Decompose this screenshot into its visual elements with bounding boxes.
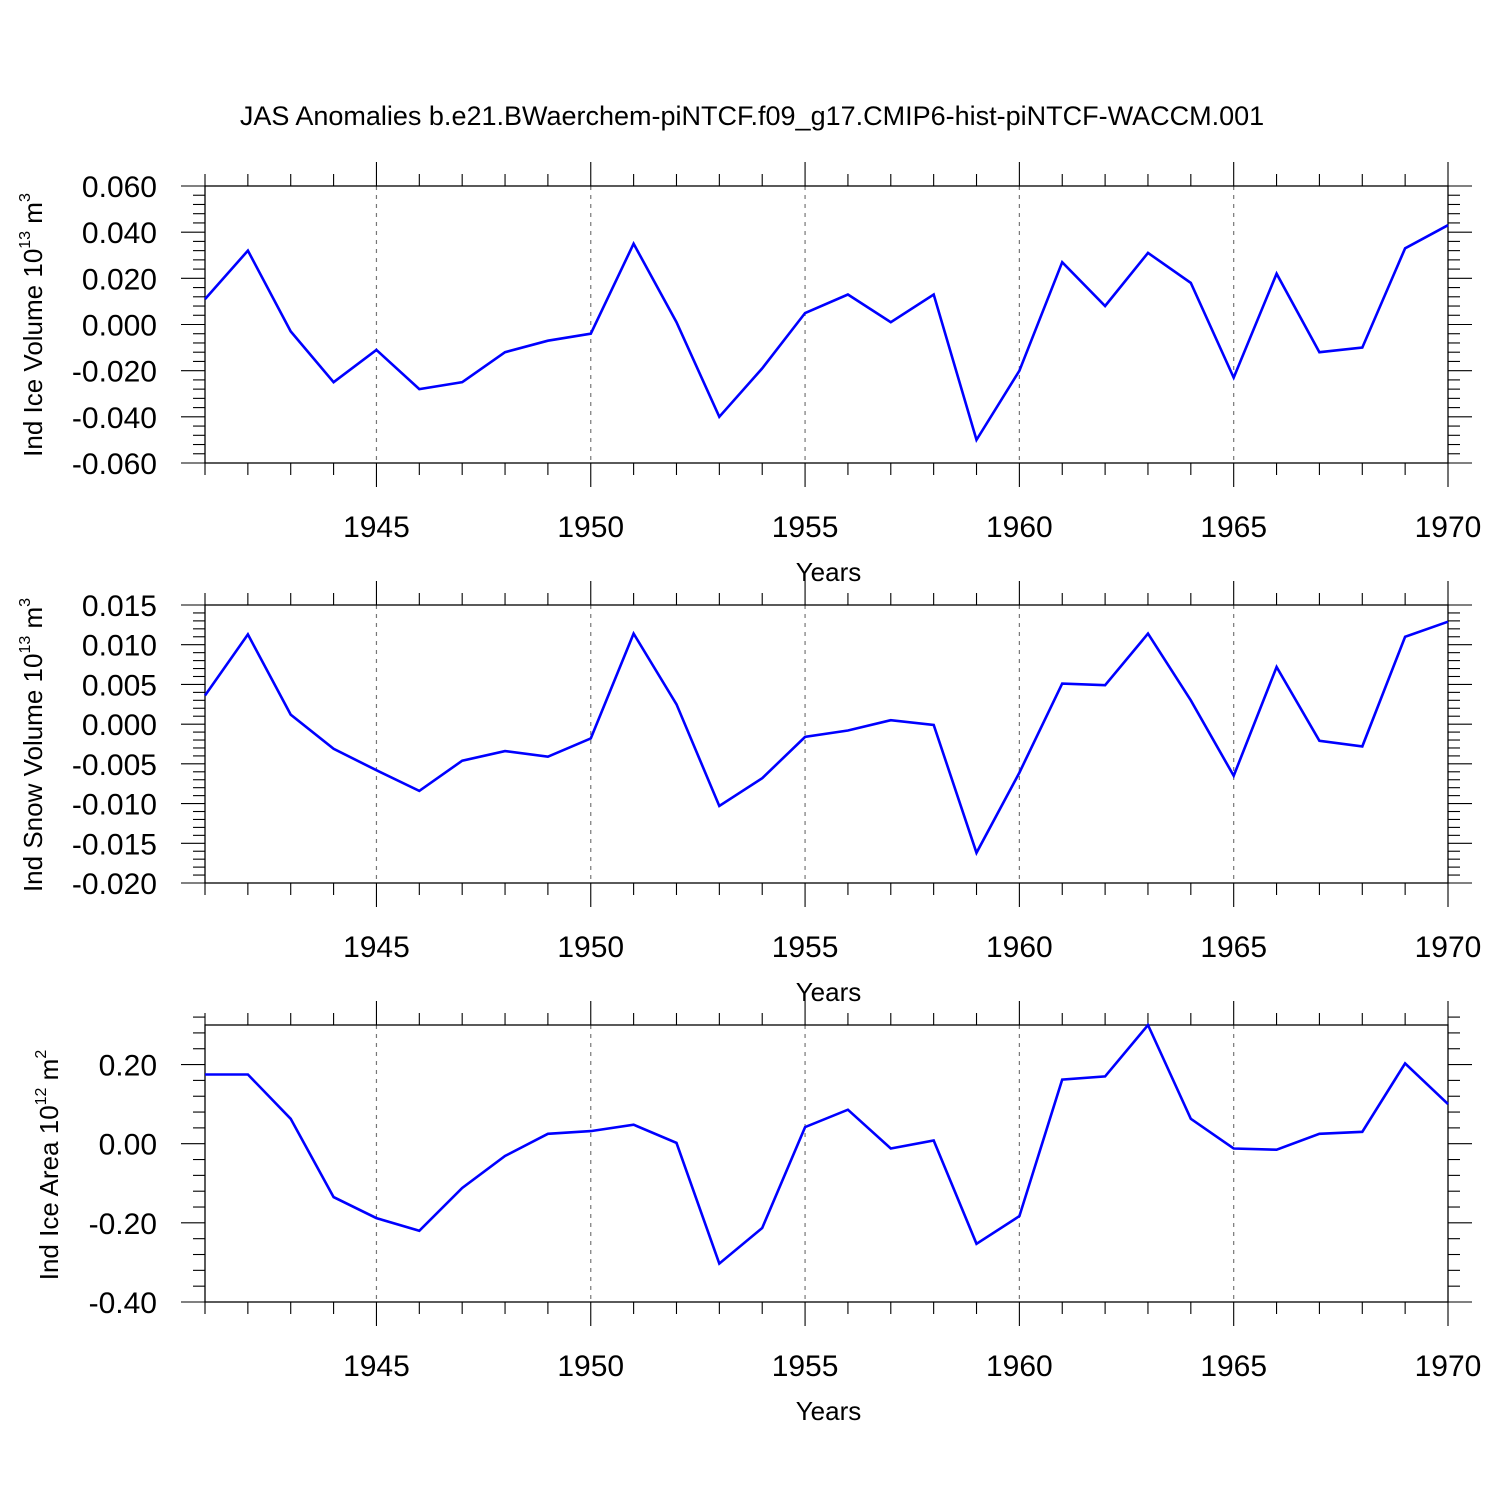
chart-panel-1: 0.060 0.040 0.020 0.000 -0.020 -0.040 -0.060 19… [17, 162, 1481, 587]
x-tick-label: 1965 [1200, 1350, 1267, 1383]
y-tick-label: -0.020 [72, 868, 157, 901]
x-tick-label: 1965 [1200, 931, 1267, 964]
series-line [203, 620, 1449, 857]
y-tick-label: -0.40 [89, 1287, 157, 1320]
plot-frame [204, 604, 1449, 884]
x-tick-label: 1960 [986, 1350, 1053, 1383]
x-tick-label: 1970 [1415, 511, 1482, 544]
plot-frame [204, 185, 1449, 464]
y-tick-label: -0.020 [72, 356, 157, 389]
y-tick-label: -0.040 [72, 402, 157, 435]
y-axis-title: Ind Snow Volume 1013 m3 [17, 598, 48, 892]
x-tick-label: 1945 [343, 511, 410, 544]
series-line [204, 224, 1449, 444]
chart-panel-3: 0.20 0.00 -0.20 -0.40 1945 1950 1955 1960 1965 19… [33, 1001, 1481, 1426]
chart-panel-2: 0.015 0.010 0.005 0.000 -0.005 -0.010 -0.015 -0… [17, 581, 1481, 1007]
y-tick-label: -0.005 [72, 749, 157, 782]
x-tick-label: 1955 [772, 511, 839, 544]
x-tick-label: 1955 [772, 1350, 839, 1383]
x-axis-title: Years [796, 1396, 862, 1426]
x-axis-title: Years [796, 557, 862, 587]
series-line [205, 1022, 1449, 1266]
y-tick-label: 0.000 [82, 310, 157, 343]
plot-frame [204, 1024, 1449, 1303]
x-tick-label: 1950 [557, 1350, 624, 1383]
x-axis-title: Years [796, 977, 862, 1007]
y-tick-label: 0.060 [82, 171, 157, 204]
y-tick-label: 0.020 [82, 263, 157, 296]
y-axis-title: Ind Ice Area 1012 m2 [33, 1050, 64, 1281]
x-tick-label: 1970 [1415, 931, 1482, 964]
x-tick-label: 1945 [343, 1350, 410, 1383]
y-tick-label: -0.015 [72, 828, 157, 861]
x-tick-label: 1945 [343, 931, 410, 964]
y-axis-title: Ind Ice Volume 1013 m3 [17, 193, 48, 457]
y-tick-label: 0.000 [82, 709, 157, 742]
y-tick-label: 0.20 [99, 1050, 157, 1083]
x-tick-label: 1970 [1415, 1350, 1482, 1383]
x-tick-label: 1955 [772, 931, 839, 964]
y-tick-label: 0.005 [82, 669, 157, 702]
y-tick-label: -0.20 [89, 1208, 157, 1241]
y-tick-label: 0.00 [99, 1129, 157, 1162]
y-tick-label: 0.010 [82, 630, 157, 663]
y-tick-label: 0.040 [82, 217, 157, 250]
x-tick-label: 1960 [986, 511, 1053, 544]
x-tick-label: 1950 [557, 931, 624, 964]
x-tick-label: 1965 [1200, 511, 1267, 544]
y-tick-label: -0.010 [72, 789, 157, 822]
y-tick-label: -0.060 [72, 448, 157, 481]
y-tick-label: 0.015 [82, 590, 157, 623]
x-tick-label: 1950 [557, 511, 624, 544]
x-tick-label: 1960 [986, 931, 1053, 964]
figure-title: JAS Anomalies b.e21.BWaerchem-piNTCF.f09… [240, 101, 1264, 131]
